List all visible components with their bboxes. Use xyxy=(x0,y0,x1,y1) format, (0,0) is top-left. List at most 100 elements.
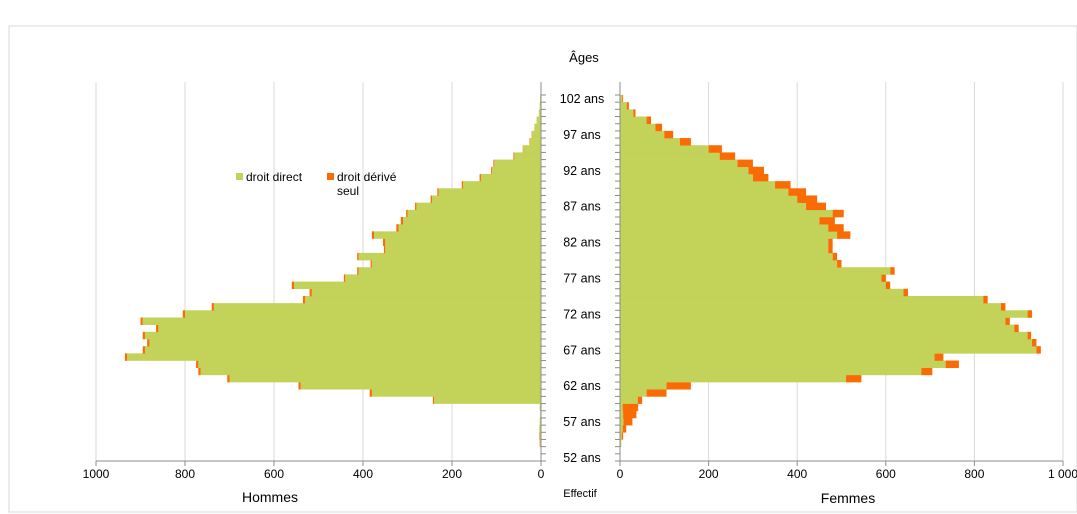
bar-men-direct xyxy=(431,195,541,203)
bar-men-derived xyxy=(406,209,408,218)
bar-women-direct xyxy=(620,295,984,304)
bar-women-derived xyxy=(679,138,691,146)
bar-women-direct xyxy=(620,116,647,125)
bar-women-direct xyxy=(620,102,627,110)
bar-women-direct xyxy=(620,317,1006,325)
bar-women-direct xyxy=(620,374,846,383)
bar-men-derived xyxy=(211,303,214,311)
bar-women-direct xyxy=(620,339,1032,347)
bar-women-derived xyxy=(775,181,791,189)
bar-men-direct xyxy=(529,138,541,146)
age-tick-label: 92 ans xyxy=(563,164,601,178)
age-tick-label: 57 ans xyxy=(563,415,601,429)
bar-men-direct xyxy=(142,317,541,325)
bar-men-direct xyxy=(539,425,541,433)
bar-men-direct xyxy=(539,417,541,426)
bar-men-derived xyxy=(493,159,495,168)
women-tick-label: 400 xyxy=(787,467,807,481)
bar-women-derived xyxy=(828,245,833,254)
bar-men-direct xyxy=(213,303,542,311)
bar-men-direct xyxy=(398,224,541,232)
bar-women-derived xyxy=(903,288,908,297)
bar-women-derived xyxy=(832,252,838,261)
bar-women-direct xyxy=(620,274,882,282)
bar-men-derived xyxy=(302,295,306,304)
bar-women-direct xyxy=(620,173,753,182)
women-tick-label: 800 xyxy=(964,467,984,481)
bar-women-derived xyxy=(622,95,624,103)
bar-men-direct xyxy=(538,109,541,117)
bar-men-derived xyxy=(198,367,201,376)
bar-women-derived xyxy=(748,166,764,175)
bar-men-direct xyxy=(480,173,541,182)
men-tick-label: 0 xyxy=(538,467,545,481)
bar-men-derived xyxy=(309,288,312,297)
bar-men-derived xyxy=(142,331,145,340)
bar-women-direct xyxy=(620,166,749,175)
legend-label-derived-line1: droit dérivé xyxy=(337,170,397,184)
bar-women-derived xyxy=(845,374,862,383)
legend-label-derived-line2: seul xyxy=(337,184,359,198)
bar-men-derived xyxy=(156,324,159,333)
women-tick-label: 1 000 xyxy=(1048,467,1077,481)
bar-women-direct xyxy=(620,425,623,433)
age-tick-label: 72 ans xyxy=(563,307,601,321)
bar-women-derived xyxy=(623,417,633,426)
bar-men-direct xyxy=(127,353,542,361)
bar-women-derived xyxy=(737,159,753,168)
bar-women-derived xyxy=(1027,331,1032,340)
men-tick-label: 800 xyxy=(175,467,195,481)
bar-women-derived xyxy=(934,353,944,361)
bar-men-derived xyxy=(513,152,515,160)
bar-men-derived xyxy=(437,188,439,196)
men-tick-label: 600 xyxy=(264,467,284,481)
bar-men-direct xyxy=(374,231,541,239)
bar-men-derived xyxy=(432,396,435,404)
bar-women-derived xyxy=(1027,310,1032,318)
bar-men-direct xyxy=(523,145,541,153)
bar-men-direct xyxy=(416,202,541,211)
age-tick-label: 62 ans xyxy=(563,379,601,393)
bar-women-direct xyxy=(620,252,833,261)
bar-men-direct xyxy=(345,274,541,282)
bar-women-derived xyxy=(788,188,807,196)
bar-men-derived xyxy=(371,231,375,239)
bar-men-direct xyxy=(144,346,541,354)
bar-men-direct xyxy=(198,360,541,369)
bar-men-derived xyxy=(383,238,386,247)
bar-men-derived xyxy=(383,245,386,254)
bar-men-direct xyxy=(463,181,541,189)
bar-women-direct xyxy=(620,324,1015,333)
bar-men-direct xyxy=(539,403,541,412)
bar-men-derived xyxy=(140,317,143,325)
bar-men-derived xyxy=(369,389,372,397)
bar-women-derived xyxy=(1000,303,1006,311)
bar-men-derived xyxy=(491,166,493,175)
bars xyxy=(124,95,1041,455)
bar-women-derived xyxy=(622,403,639,412)
bar-women-direct xyxy=(620,138,680,146)
bar-men-derived xyxy=(370,260,372,268)
legend: droit direct droit dérivé seul xyxy=(236,170,397,198)
axes xyxy=(95,82,1064,466)
bar-women-direct xyxy=(620,367,922,376)
bar-men-direct xyxy=(185,310,541,318)
bar-women-direct xyxy=(620,238,829,247)
bar-men-derived xyxy=(291,281,295,290)
bar-women-direct xyxy=(620,209,833,218)
bar-men-direct xyxy=(539,102,541,110)
bar-women-derived xyxy=(637,396,643,404)
women-tick-label: 0 xyxy=(617,467,624,481)
bar-women-direct xyxy=(620,382,667,390)
bar-men-derived xyxy=(415,202,417,211)
bar-men-direct xyxy=(539,432,541,440)
bar-women-derived xyxy=(945,360,959,369)
bar-women-direct xyxy=(620,202,807,211)
women-tick-labels: 0 200 400 600 800 1 000 xyxy=(617,467,1077,481)
bar-women-direct xyxy=(620,288,904,297)
men-tick-label: 1000 xyxy=(83,467,110,481)
bar-men-direct xyxy=(407,209,541,218)
age-tick-label: 77 ans xyxy=(563,272,601,286)
bar-men-direct xyxy=(158,324,542,333)
